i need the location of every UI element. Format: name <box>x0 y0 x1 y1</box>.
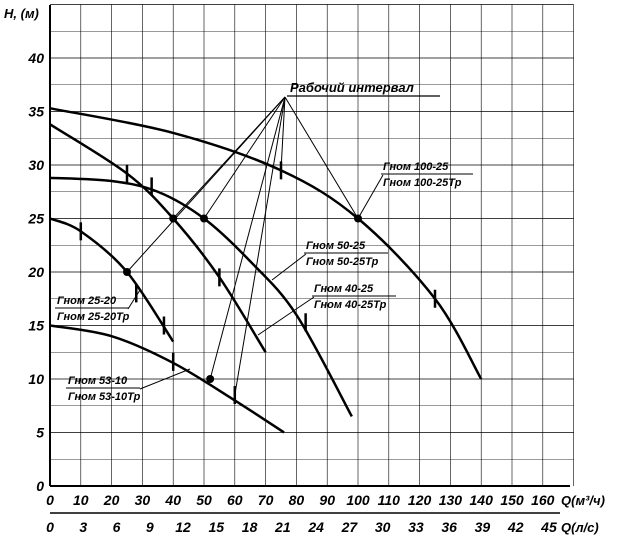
x-tick-label: 120 <box>408 492 432 508</box>
label-50-25-line1: Гном 50-25 <box>306 240 366 252</box>
y-tick-label: 25 <box>27 211 44 227</box>
axes <box>49 5 570 514</box>
leader-line <box>172 96 286 219</box>
x-tick-label: 80 <box>289 492 305 508</box>
x2-tick-label: 3 <box>79 519 87 535</box>
x-tick-label: 150 <box>500 492 524 508</box>
y-tick-label: 35 <box>28 104 44 120</box>
x-tick-label: 70 <box>258 492 274 508</box>
x2-axis-label: Q(л/с) <box>561 520 599 535</box>
label-25-20-leader <box>127 289 141 310</box>
x2-tick-label: 27 <box>341 519 359 535</box>
x-tick-label: 0 <box>46 492 54 508</box>
x-axis-label: Q(м³/ч) <box>561 493 605 508</box>
leader-line <box>203 96 286 219</box>
x-tick-label: 160 <box>531 492 555 508</box>
label-53-10-line1: Гном 53-10 <box>68 375 128 387</box>
label-50-25-line2: Гном 50-25Тр <box>306 256 379 268</box>
label-25-20-line2: Гном 25-20Тр <box>57 311 130 323</box>
y-tick-label: 40 <box>27 50 44 66</box>
x-tick-label: 110 <box>378 492 401 508</box>
grid <box>50 4 574 486</box>
label-53-10-leader <box>139 368 191 390</box>
x-tick-label: 90 <box>319 492 335 508</box>
label-53-10-line2: Гном 53-10Тр <box>68 391 141 403</box>
annotation-group: Рабочий интервал Гном 100-25 Гном 100-25Тр… <box>55 80 473 403</box>
x2-tick-label: 12 <box>175 519 191 535</box>
y-tick-label: 0 <box>36 478 44 494</box>
x2-tick-label: 39 <box>475 519 491 535</box>
x2-tick-label: 30 <box>375 519 391 535</box>
x-tick-label: 50 <box>196 492 212 508</box>
working-interval-label: Рабочий интервал <box>290 80 414 95</box>
series-line <box>49 176 353 418</box>
series-line <box>49 217 175 343</box>
y-tick-label: 30 <box>28 157 44 173</box>
label-40-25-line1: Гном 40-25 <box>314 283 374 295</box>
x2-tick-label: 24 <box>307 519 324 535</box>
x-tick-label: 10 <box>73 492 89 508</box>
label-50-25-leader <box>271 253 307 281</box>
x-tick-label: 40 <box>164 492 181 508</box>
x-tick-label: 20 <box>103 492 120 508</box>
y-tick-label: 15 <box>28 318 44 334</box>
leader-line <box>284 96 359 219</box>
x2-tick-label: 0 <box>46 519 54 535</box>
x2-tick-label: 18 <box>242 519 258 535</box>
axis-ticks: 0 10 20 30 40 50 60 70 80 90 100 110 120 130 140 150 160… <box>27 50 557 535</box>
label-100-25-leader <box>357 174 384 219</box>
label-40-25-leader <box>257 296 315 336</box>
x-tick-label: 60 <box>227 492 243 508</box>
series-line <box>49 107 483 380</box>
x2-tick-label: 6 <box>113 519 121 535</box>
x2-tick-label: 45 <box>540 519 557 535</box>
x-tick-label: 130 <box>439 492 463 508</box>
x-tick-label: 100 <box>346 492 370 508</box>
label-25-20-line1: Гном 25-20 <box>57 295 117 307</box>
label-40-25-line2: Гном 40-25Тр <box>314 299 387 311</box>
leader-line <box>280 96 286 171</box>
x2-tick-label: 9 <box>146 519 154 535</box>
label-100-25-line2: Гном 100-25Тр <box>383 177 462 189</box>
x2-tick-label: 21 <box>274 519 291 535</box>
y-axis-label: H, (м) <box>4 6 39 21</box>
y-tick-label: 5 <box>36 425 44 441</box>
leader-line <box>234 96 286 396</box>
x-tick-label: 140 <box>470 492 494 508</box>
x-tick-label: 30 <box>135 492 151 508</box>
x2-tick-label: 42 <box>507 519 524 535</box>
y-tick-label: 10 <box>28 371 44 387</box>
series-group <box>49 107 483 434</box>
label-100-25-line1: Гном 100-25 <box>383 161 449 173</box>
x2-tick-label: 36 <box>441 519 457 535</box>
y-tick-label: 20 <box>27 264 44 280</box>
x2-tick-label: 33 <box>408 519 424 535</box>
leader-line <box>209 96 286 380</box>
x2-tick-label: 15 <box>209 519 225 535</box>
